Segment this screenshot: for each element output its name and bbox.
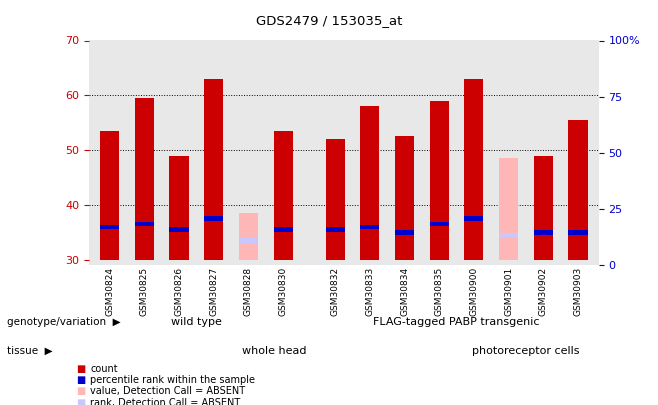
Text: ■: ■ xyxy=(76,364,85,373)
Bar xyxy=(361,106,380,260)
Text: genotype/variation  ▶: genotype/variation ▶ xyxy=(7,318,120,327)
Bar xyxy=(239,213,258,260)
Bar xyxy=(239,239,258,243)
Text: photoreceptor cells: photoreceptor cells xyxy=(472,346,580,356)
Bar xyxy=(170,228,189,232)
Bar xyxy=(569,120,588,260)
Bar xyxy=(499,158,518,260)
Bar xyxy=(274,228,293,232)
Bar xyxy=(326,139,345,260)
Bar xyxy=(569,230,588,234)
Bar xyxy=(465,79,484,260)
Text: rank, Detection Call = ABSENT: rank, Detection Call = ABSENT xyxy=(90,398,240,405)
Bar xyxy=(395,136,414,260)
Bar xyxy=(100,225,119,229)
Text: whole head: whole head xyxy=(242,346,307,356)
Text: ■: ■ xyxy=(76,386,85,396)
Bar xyxy=(534,230,553,234)
Bar xyxy=(499,233,518,237)
Bar xyxy=(204,217,223,221)
Bar xyxy=(100,131,119,260)
Bar xyxy=(395,230,414,234)
Text: ■: ■ xyxy=(76,398,85,405)
Text: value, Detection Call = ABSENT: value, Detection Call = ABSENT xyxy=(90,386,245,396)
Bar xyxy=(430,101,449,260)
Bar xyxy=(326,228,345,232)
Text: percentile rank within the sample: percentile rank within the sample xyxy=(90,375,255,385)
Text: ■: ■ xyxy=(76,375,85,385)
Bar xyxy=(274,131,293,260)
Bar xyxy=(135,222,154,226)
Text: GDS2479 / 153035_at: GDS2479 / 153035_at xyxy=(256,14,402,27)
Bar xyxy=(135,98,154,260)
Bar xyxy=(430,222,449,226)
Bar xyxy=(465,217,484,221)
Text: tissue  ▶: tissue ▶ xyxy=(7,346,52,356)
Text: wild type: wild type xyxy=(171,318,222,327)
Text: count: count xyxy=(90,364,118,373)
Bar xyxy=(534,156,553,260)
Text: FLAG-tagged PABP transgenic: FLAG-tagged PABP transgenic xyxy=(373,318,540,327)
Bar xyxy=(170,156,189,260)
Bar xyxy=(204,79,223,260)
Bar xyxy=(361,225,380,229)
